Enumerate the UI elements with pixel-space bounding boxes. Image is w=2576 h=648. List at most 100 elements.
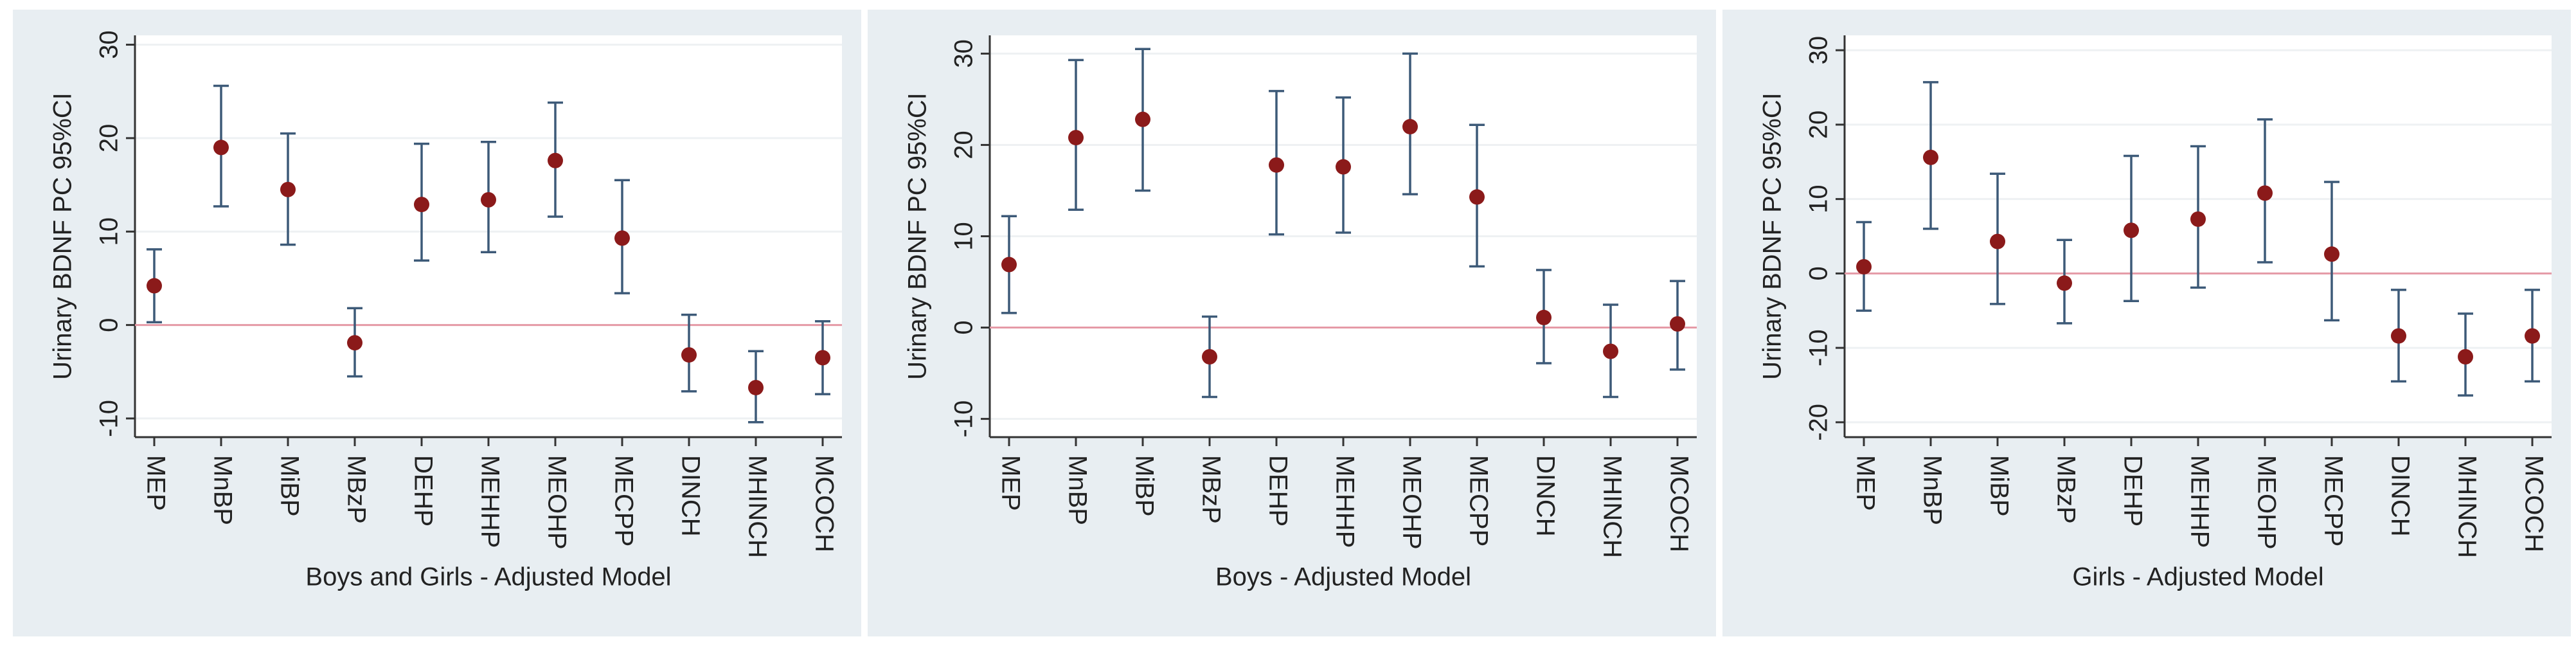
point bbox=[748, 379, 764, 395]
point bbox=[1336, 159, 1351, 175]
error-bar bbox=[1068, 59, 1084, 212]
error-bar bbox=[1856, 221, 1872, 312]
point bbox=[815, 350, 830, 366]
y-tick-label: 0 bbox=[950, 320, 978, 334]
point bbox=[1202, 349, 1217, 364]
x-tick-label: MHINCH bbox=[2453, 455, 2481, 558]
error-bar bbox=[614, 179, 630, 294]
error-bar bbox=[2458, 312, 2473, 397]
point bbox=[1269, 157, 1284, 173]
point bbox=[1135, 111, 1150, 127]
point bbox=[2525, 328, 2540, 344]
x-tick-label: MEP bbox=[141, 455, 170, 511]
error-bar bbox=[481, 140, 496, 253]
x-tick-label: DEHP bbox=[409, 455, 437, 526]
error-bar bbox=[1001, 215, 1017, 314]
error-bar bbox=[213, 84, 229, 208]
point bbox=[1856, 258, 1872, 274]
x-tick-label: DEHP bbox=[1264, 455, 1292, 526]
x-tick-label: MEOHP bbox=[1397, 455, 1426, 550]
x-tick-label: MCOCH bbox=[2519, 455, 2548, 552]
x-axis-title: Boys and Girls - Adjusted Model bbox=[305, 563, 671, 591]
x-tick-label: DINCH bbox=[676, 455, 704, 537]
error-bar bbox=[1990, 172, 2005, 305]
y-tick-label: 20 bbox=[950, 130, 978, 159]
y-tick-label: 30 bbox=[1805, 36, 1833, 65]
point bbox=[2124, 222, 2139, 239]
x-tick-label: MBzP bbox=[2052, 455, 2080, 524]
x-tick-label: MEHHP bbox=[476, 455, 504, 548]
error-bar bbox=[1603, 303, 1618, 399]
error-bar bbox=[1536, 269, 1552, 364]
point bbox=[481, 192, 496, 208]
y-tick-label: -10 bbox=[1805, 329, 1833, 366]
point bbox=[414, 197, 429, 213]
point bbox=[1670, 316, 1685, 332]
x-tick-label: MEP bbox=[1851, 455, 1879, 511]
point bbox=[1923, 149, 1938, 165]
error-bar bbox=[2190, 145, 2206, 289]
x-tick-label: MnBP bbox=[208, 455, 237, 525]
x-tick-label: MEOHP bbox=[2252, 455, 2280, 550]
x-tick-label: MHINCH bbox=[743, 455, 771, 558]
y-axis-title: Urinary BDNF PC 95%CI bbox=[1758, 93, 1787, 380]
error-bar bbox=[1269, 89, 1284, 236]
error-bar bbox=[681, 313, 697, 393]
y-tick-label: -10 bbox=[950, 401, 978, 438]
y-tick-label: 20 bbox=[95, 124, 123, 153]
x-tick-label: MEP bbox=[996, 455, 1024, 511]
panel: -10 0 10 20 30 MEP MnBP MiBP MBzP DEHP MEHHP MEOHP M… bbox=[13, 10, 861, 636]
y-tick-label: 0 bbox=[1805, 266, 1833, 280]
x-tick-label: MBzP bbox=[1197, 455, 1225, 524]
x-tick-label: MiBP bbox=[275, 455, 303, 517]
y-tick-label: 10 bbox=[95, 217, 123, 246]
y-tick-label: -10 bbox=[95, 400, 123, 437]
y-axis-title: Urinary BDNF PC 95%CI bbox=[904, 93, 932, 380]
y-tick-label: 20 bbox=[1805, 111, 1833, 140]
error-bar bbox=[1402, 52, 1418, 195]
error-bar bbox=[748, 350, 764, 424]
x-axis-title: Girls - Adjusted Model bbox=[2072, 563, 2323, 591]
x-tick-label: DINCH bbox=[1531, 455, 1559, 537]
error-bar bbox=[2257, 118, 2273, 264]
y-tick-label: -20 bbox=[1805, 404, 1833, 441]
error-bar bbox=[815, 320, 830, 395]
x-tick-label: MEHHP bbox=[2185, 455, 2214, 548]
error-bar bbox=[2324, 181, 2339, 322]
x-tick-label: DEHP bbox=[2118, 455, 2147, 526]
error-bar bbox=[1670, 280, 1685, 371]
x-tick-label: MnBP bbox=[1063, 455, 1091, 525]
error-bar bbox=[347, 307, 362, 378]
point bbox=[2324, 246, 2339, 262]
x-tick-label: MHINCH bbox=[1598, 455, 1626, 558]
point bbox=[1402, 119, 1418, 135]
point bbox=[147, 278, 162, 294]
point bbox=[681, 347, 697, 363]
error-bar bbox=[2391, 289, 2406, 382]
y-axis-title: Urinary BDNF PC 95%CI bbox=[49, 93, 77, 380]
point bbox=[2391, 328, 2406, 344]
point bbox=[548, 152, 563, 168]
x-tick-label: MECPP bbox=[1464, 455, 1492, 546]
x-tick-label: MCOCH bbox=[810, 455, 838, 552]
panel: -10 0 10 20 30 MEP MnBP MiBP MBzP DEHP MEHHP MEOHP M… bbox=[868, 10, 1716, 636]
point bbox=[614, 230, 630, 246]
y-tick-label: 10 bbox=[1805, 184, 1833, 213]
point bbox=[347, 335, 362, 351]
error-bar bbox=[1923, 81, 1938, 230]
point bbox=[1990, 233, 2005, 249]
panel: -20 -10 0 10 20 30 MEP MnBP MiBP MBzP DEHP MEHHP MEO… bbox=[1722, 10, 2571, 636]
point bbox=[2458, 349, 2473, 364]
point bbox=[1001, 256, 1017, 273]
error-bar bbox=[2057, 239, 2072, 325]
x-tick-label: MiBP bbox=[1985, 455, 2013, 517]
x-tick-label: MECPP bbox=[609, 455, 638, 546]
y-tick-label: 10 bbox=[950, 222, 978, 251]
point bbox=[2190, 211, 2206, 227]
error-bar bbox=[1336, 96, 1351, 234]
point bbox=[213, 140, 229, 156]
x-axis-title: Boys - Adjusted Model bbox=[1215, 563, 1471, 591]
y-tick-label: 30 bbox=[95, 30, 123, 59]
error-bar bbox=[280, 132, 296, 246]
